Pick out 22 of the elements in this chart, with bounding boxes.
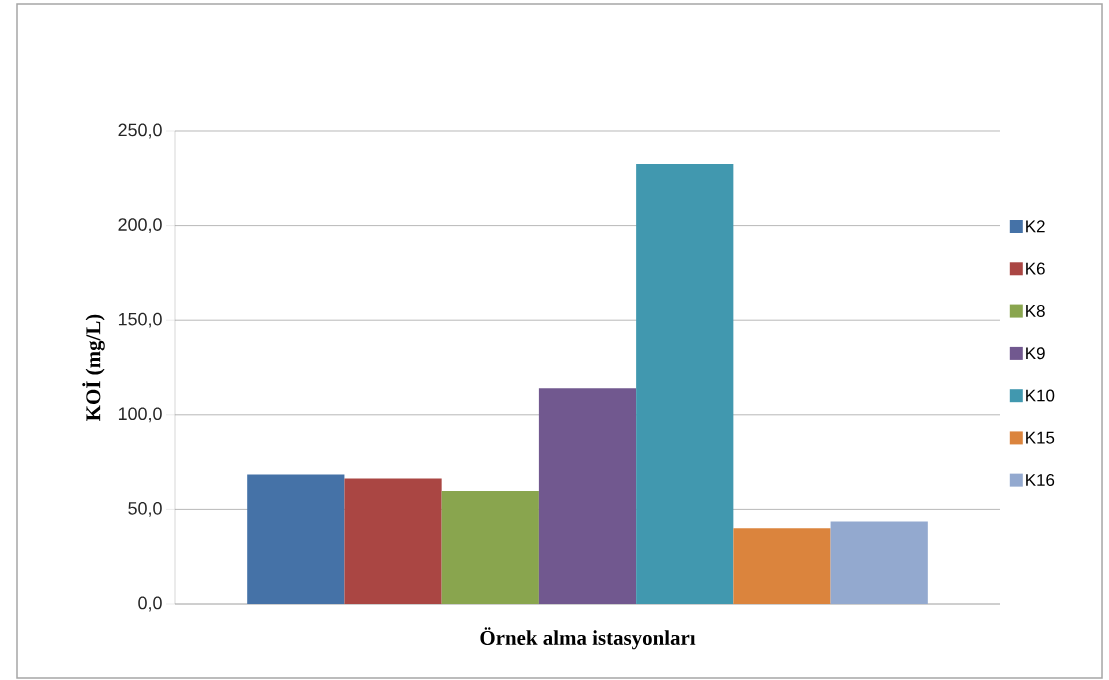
y-tick-label: 50,0 [128, 501, 162, 517]
y-axis-title: KOİ (mg/L) [82, 314, 105, 421]
legend-label: K6 [1026, 262, 1045, 275]
legend-label: K8 [1026, 304, 1045, 317]
y-tick-label: 100,0 [118, 407, 162, 423]
legend-label: K16 [1026, 473, 1055, 486]
bar [538, 388, 637, 604]
bar [636, 163, 734, 604]
y-tick-label: 0,0 [138, 596, 162, 612]
legend-label: K2 [1026, 220, 1045, 233]
bar [344, 478, 442, 604]
bar [247, 474, 345, 604]
bar [441, 491, 539, 604]
y-tick-label: 200,0 [118, 218, 162, 234]
y-tick-label: 150,0 [118, 312, 162, 328]
y-tick-label: 250,0 [118, 123, 162, 139]
legend-label: K10 [1026, 389, 1055, 402]
bar [733, 528, 831, 604]
legend-label: K9 [1026, 347, 1045, 360]
x-axis-title: Örnek alma istasyonları [480, 627, 696, 650]
legend-label: K15 [1026, 431, 1055, 444]
bar [830, 521, 928, 604]
